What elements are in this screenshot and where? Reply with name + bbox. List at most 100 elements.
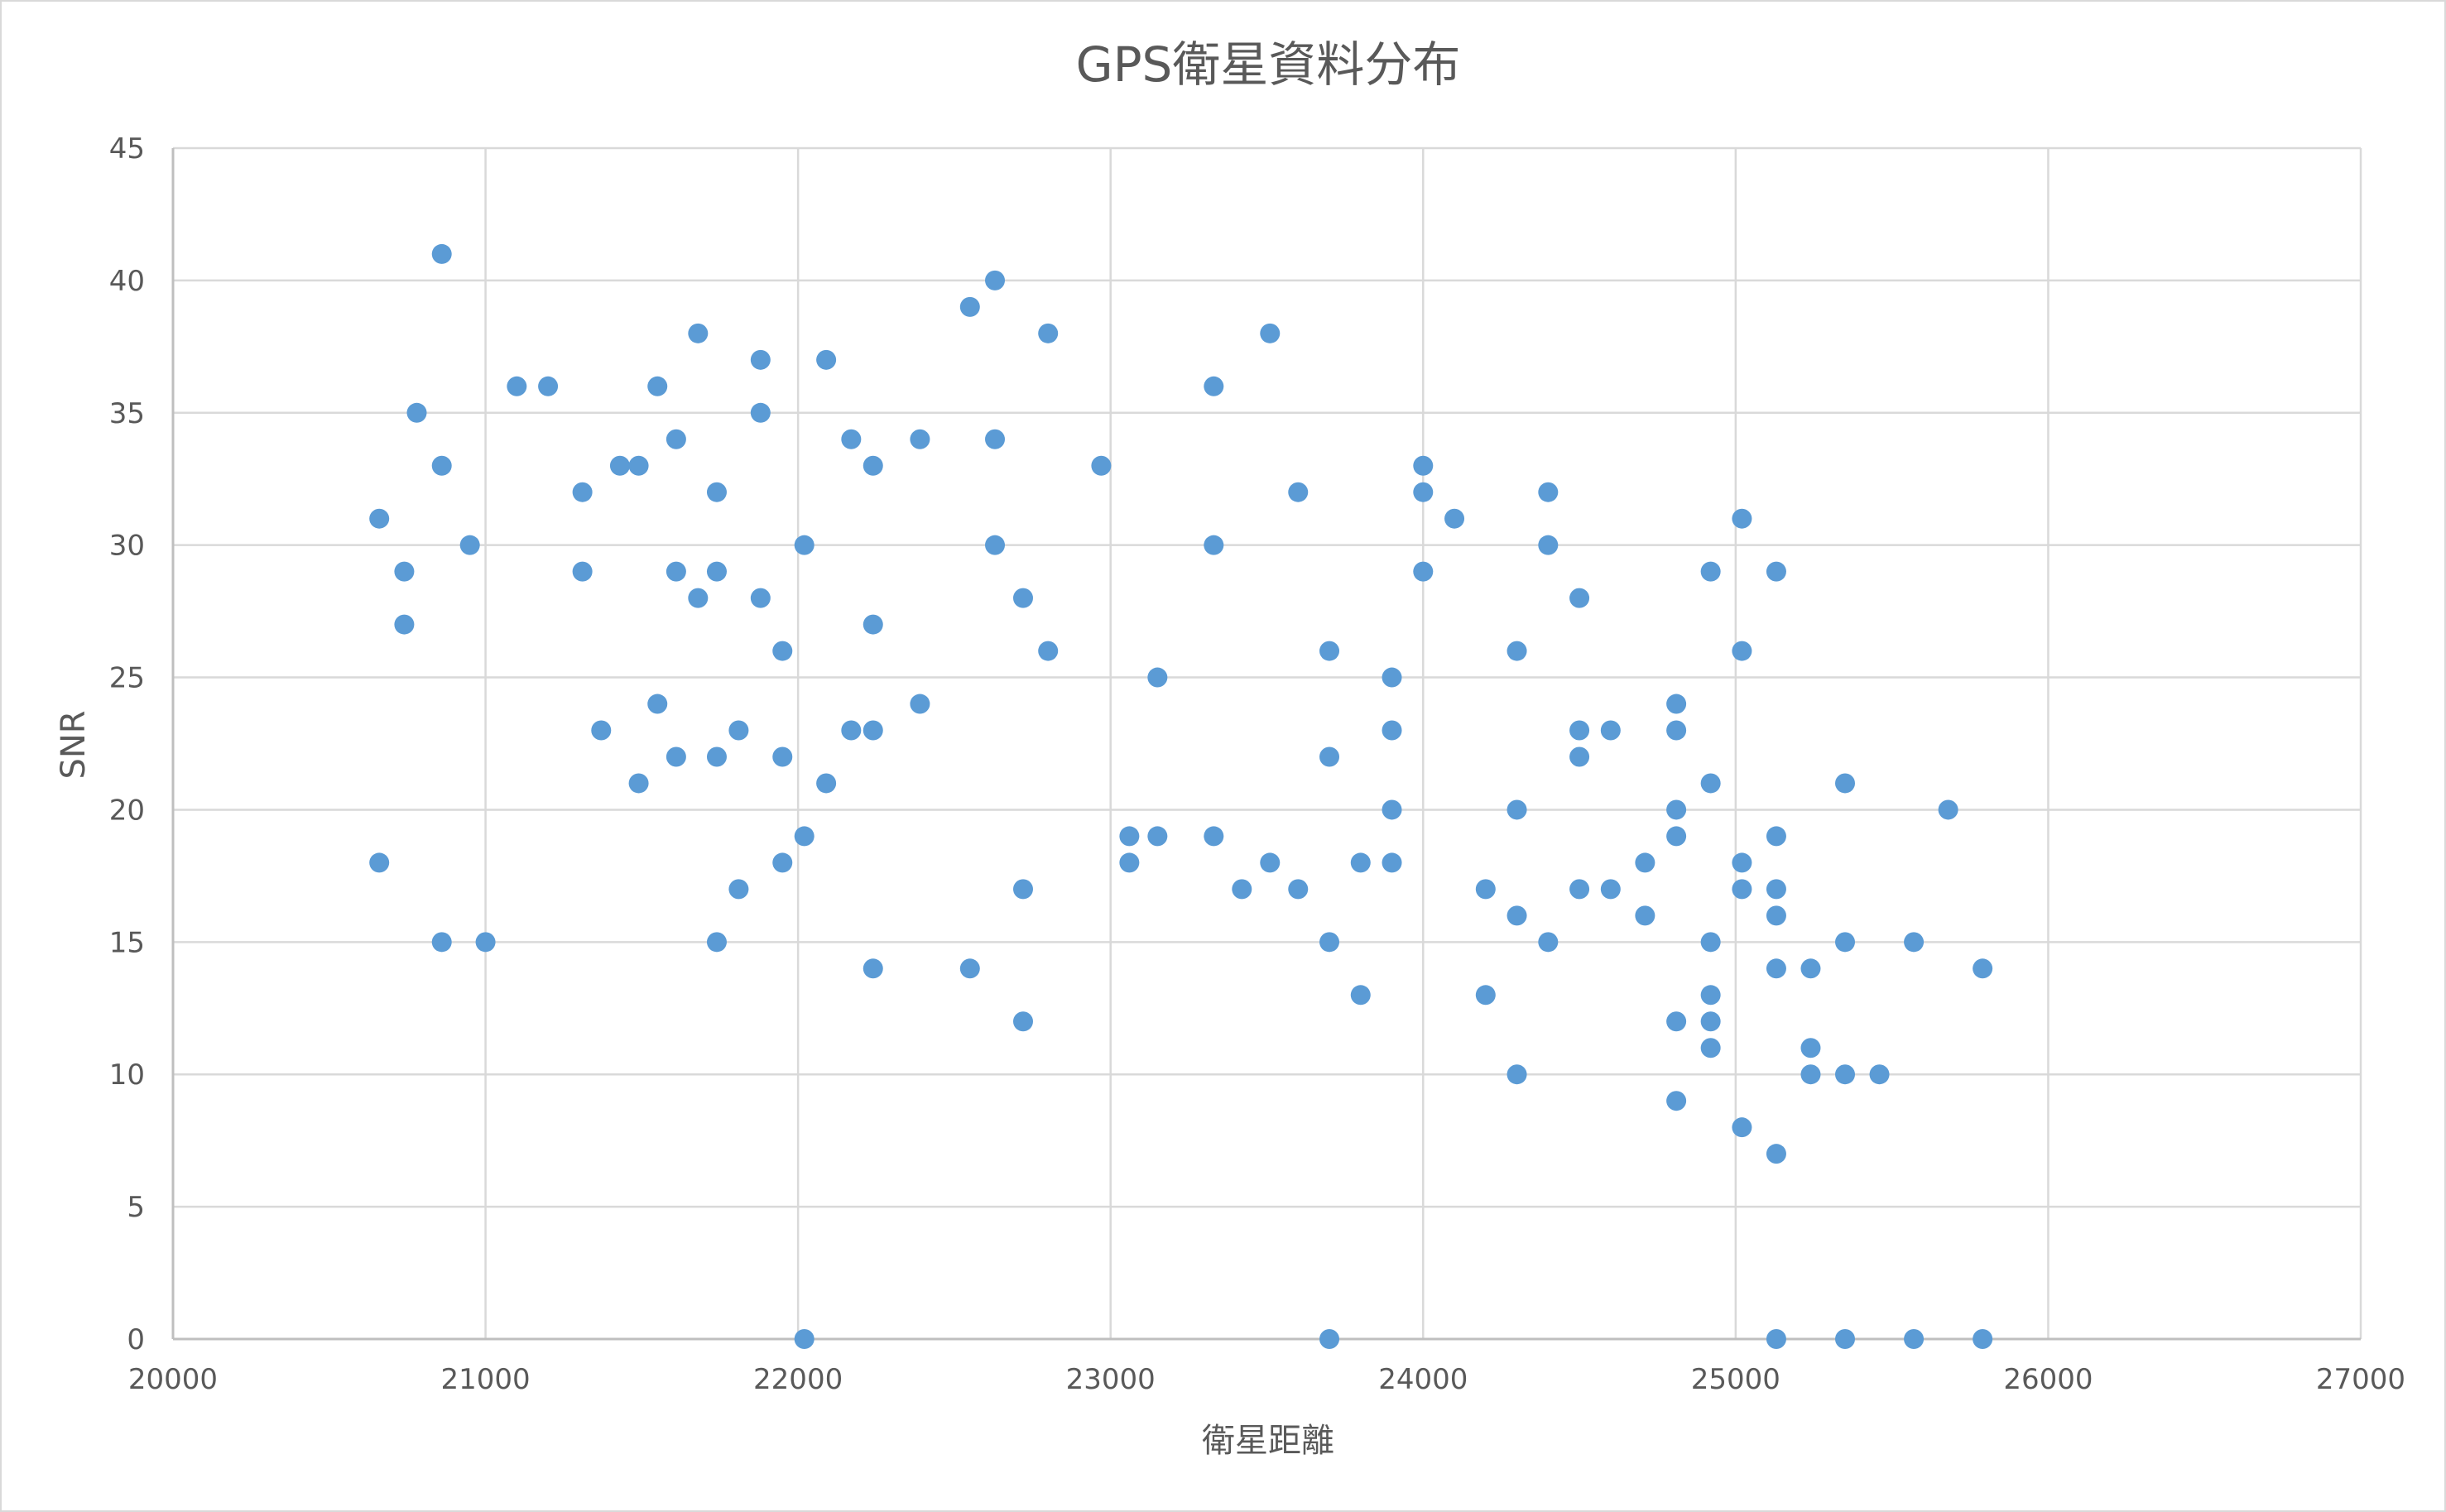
data-point [1766, 879, 1786, 900]
data-point [591, 720, 612, 741]
data-point [1382, 667, 1402, 688]
data-point [772, 641, 793, 661]
data-point [666, 561, 686, 582]
data-point [431, 243, 452, 264]
data-point [863, 455, 883, 476]
data-point [794, 535, 815, 555]
data-point [1766, 958, 1786, 979]
data-point [1475, 985, 1496, 1006]
data-point [1350, 985, 1371, 1006]
data-point [706, 932, 727, 953]
data-point [572, 561, 593, 582]
data-point [431, 932, 452, 953]
y-tick-label: 10 [109, 1058, 145, 1092]
data-point [1869, 1064, 1890, 1085]
y-tick-label: 15 [109, 926, 145, 959]
data-point [1766, 826, 1786, 847]
data-point [1507, 1064, 1527, 1085]
tick-labels: 0 5 10 15 20 25 30 35 40 45 20000 21000 22000 23000 24… [109, 132, 2405, 1396]
y-axis-title: SNR [55, 710, 93, 779]
data-points [369, 243, 1993, 1349]
x-tick-label: 21000 [440, 1363, 530, 1396]
data-point [1038, 641, 1059, 661]
data-point [647, 376, 668, 396]
data-point [706, 746, 727, 767]
data-point [1938, 799, 1958, 820]
x-tick-label: 25000 [1691, 1363, 1780, 1396]
data-point [1973, 1329, 1993, 1349]
data-point [728, 720, 749, 741]
data-point [1766, 905, 1786, 926]
data-point [1666, 799, 1687, 820]
gridlines [173, 146, 2362, 1339]
data-point [1012, 1011, 1033, 1032]
data-point [1904, 1329, 1925, 1349]
data-point [1319, 932, 1340, 953]
data-point [1666, 694, 1687, 714]
data-point [1732, 508, 1752, 529]
data-point [863, 720, 883, 741]
data-point [1232, 879, 1252, 900]
data-point [1973, 958, 1993, 979]
data-point [1635, 852, 1655, 873]
data-point [1204, 826, 1224, 847]
data-point [863, 958, 883, 979]
data-point [1204, 535, 1224, 555]
data-point [863, 614, 883, 635]
data-point [628, 455, 649, 476]
data-point [816, 773, 837, 794]
data-point [985, 429, 1006, 449]
data-point [1288, 482, 1309, 502]
y-tick-label: 25 [109, 662, 145, 695]
axes [171, 148, 2361, 1341]
data-point [1475, 879, 1496, 900]
x-tick-label: 20000 [128, 1363, 218, 1396]
data-point [1700, 985, 1721, 1006]
data-point [1835, 1064, 1856, 1085]
data-point [459, 535, 480, 555]
data-point [1569, 720, 1590, 741]
x-tick-label: 27000 [2316, 1363, 2405, 1396]
x-tick-label: 26000 [2003, 1363, 2093, 1396]
data-point [750, 349, 771, 370]
data-point [959, 958, 980, 979]
data-point [666, 429, 686, 449]
data-point [985, 270, 1006, 290]
data-point [985, 535, 1006, 555]
data-point [750, 588, 771, 608]
data-point [1569, 879, 1590, 900]
data-point [1732, 641, 1752, 661]
data-point [1038, 323, 1059, 343]
data-point [1732, 879, 1752, 900]
data-point [1600, 879, 1621, 900]
data-point [910, 429, 930, 449]
data-point [1350, 852, 1371, 873]
data-point [666, 746, 686, 767]
data-point [1012, 588, 1033, 608]
data-point [1538, 535, 1559, 555]
data-point [1507, 799, 1527, 820]
data-point [1319, 641, 1340, 661]
x-axis-title: 衛星距離 [1202, 1422, 1334, 1460]
data-point [369, 852, 390, 873]
data-point [1800, 958, 1821, 979]
data-point [394, 561, 415, 582]
data-point [1569, 588, 1590, 608]
data-point [706, 482, 727, 502]
data-point [1507, 641, 1527, 661]
data-point [1835, 773, 1856, 794]
data-point [1538, 932, 1559, 953]
data-point [1700, 1038, 1721, 1058]
data-point [1600, 720, 1621, 741]
data-point [1700, 932, 1721, 953]
data-point [794, 1329, 815, 1349]
data-point [1288, 879, 1309, 900]
data-point [1319, 1329, 1340, 1349]
x-tick-label: 22000 [753, 1363, 843, 1396]
data-point [1666, 826, 1687, 847]
data-point [1091, 455, 1112, 476]
data-point [1766, 1329, 1786, 1349]
data-point [1382, 852, 1402, 873]
data-point [1666, 1091, 1687, 1111]
